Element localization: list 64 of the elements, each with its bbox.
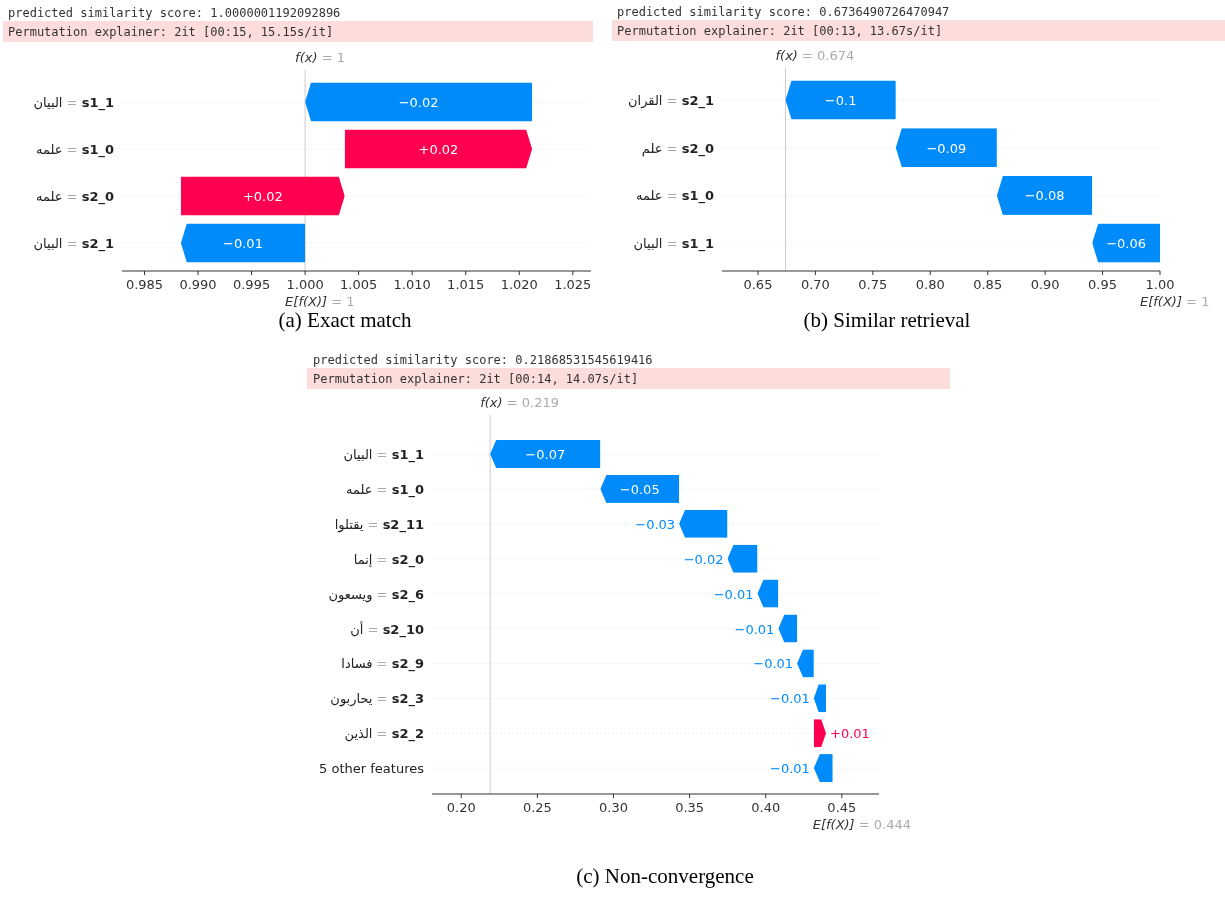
- text: (c) Non-convergence: [576, 864, 754, 888]
- data-label: −0.02: [398, 95, 439, 110]
- data-label: −0.01: [734, 621, 775, 637]
- data-label: −0.06: [1106, 236, 1147, 252]
- y-tick-label: 5 other features: [319, 761, 425, 777]
- x-tick-label: 0.45: [827, 800, 857, 815]
- ref-line-label: f(x) = 1: [295, 50, 345, 65]
- chart-subtitle: Permutation explainer: 2it [00:13, 13.67s/it]: [617, 24, 943, 38]
- x-tick-label: 0.95: [1088, 277, 1118, 292]
- x-tick-label: 0.70: [800, 277, 830, 292]
- data-label: −0.05: [619, 481, 660, 497]
- x-tick-label: 0.65: [743, 277, 773, 292]
- data-label: −0.1: [824, 93, 857, 108]
- data-label: +0.02: [418, 142, 459, 157]
- x-tick-label: 1.000: [286, 277, 324, 292]
- x-tick-label: 1.010: [393, 277, 431, 292]
- data-label: −0.01: [769, 761, 810, 777]
- text: E[f(X)] = 1: [285, 294, 355, 309]
- x-tick-label: 0.30: [599, 800, 628, 815]
- x-tick-label: 0.75: [858, 277, 888, 292]
- bar: [490, 440, 601, 468]
- x-tick-label: 0.20: [446, 800, 476, 815]
- data-label: −0.08: [1024, 188, 1065, 204]
- x-tick-label: 1.00: [1145, 277, 1175, 292]
- data-label: −0.02: [683, 551, 724, 567]
- x-tick-label: 1.025: [554, 277, 592, 292]
- bar: [180, 176, 345, 216]
- data-label: +0.01: [830, 726, 870, 742]
- x-tick-label: 1.005: [340, 277, 378, 292]
- ref-line-label: f(x) = 0.674: [775, 48, 855, 63]
- x-tick-label: 0.40: [751, 800, 781, 815]
- chart-title: predicted similarity score: 0.21868531545619416: [313, 353, 653, 367]
- ref-line-label: f(x) = 0.219: [480, 395, 559, 410]
- x-tick-label: 0.80: [915, 277, 945, 292]
- data-label: +0.02: [242, 189, 283, 204]
- text: (a) Exact match: [278, 308, 412, 332]
- x-tick-label: 1.020: [500, 277, 538, 292]
- x-tick-label: 0.25: [522, 800, 552, 815]
- data-label: −0.01: [769, 691, 810, 707]
- x-tick-label: 0.995: [232, 277, 271, 292]
- chart-title: predicted similarity score: 0.6736490726470947: [617, 5, 950, 19]
- bar: [305, 82, 533, 122]
- bar: [180, 223, 306, 263]
- x-tick-label: 0.85: [973, 277, 1003, 292]
- chart-subtitle: Permutation explainer: 2it [00:15, 15.15s/it]: [8, 25, 334, 39]
- x-tick-label: 1.015: [447, 277, 485, 292]
- x-tick-label: 0.985: [125, 277, 164, 292]
- data-label: −0.01: [223, 236, 263, 251]
- data-label: −0.01: [753, 656, 794, 672]
- bar: [785, 80, 896, 120]
- x-tick-label: 0.90: [1030, 277, 1060, 292]
- data-label: −0.01: [713, 586, 754, 602]
- chart-subtitle: Permutation explainer: 2it [00:14, 14.07s/it]: [313, 372, 639, 386]
- bar: [996, 175, 1093, 215]
- text: (b) Similar retrieval: [803, 308, 971, 332]
- bar: [344, 129, 533, 169]
- text: E[f(X)] = 1: [1140, 294, 1210, 309]
- data-label: −0.07: [525, 447, 566, 462]
- x-tick-label: 0.990: [179, 277, 217, 292]
- data-label: −0.09: [926, 140, 967, 156]
- text: E[f(X)] = 0.444: [812, 817, 912, 832]
- chart-title: predicted similarity score: 1.0000001192092896: [8, 6, 341, 20]
- x-tick-label: 0.35: [675, 800, 705, 815]
- data-label: −0.03: [635, 516, 676, 532]
